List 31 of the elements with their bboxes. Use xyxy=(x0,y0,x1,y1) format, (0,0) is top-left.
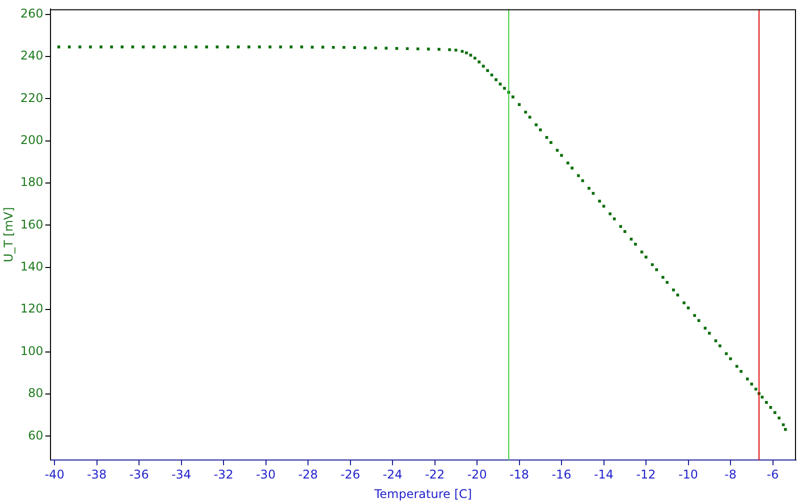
y-tick-label: 60 xyxy=(28,428,44,442)
y-tick-label: 260 xyxy=(20,6,44,20)
x-tick-label: -12 xyxy=(636,468,656,482)
y-tick-label: 180 xyxy=(20,175,44,190)
y-tick-label: 100 xyxy=(20,344,44,358)
y-tick-label: 220 xyxy=(20,90,44,105)
x-axis-title: Temperature [C] xyxy=(373,486,472,501)
y-tick-label: 80 xyxy=(28,386,44,400)
y-tick-label: 140 xyxy=(20,260,44,274)
x-tick-label: -28 xyxy=(298,468,318,482)
x-tick-label: -34 xyxy=(171,468,192,482)
x-tick-label: -20 xyxy=(467,468,487,482)
x-tick-label: -32 xyxy=(214,468,234,482)
x-tick-label: -30 xyxy=(256,468,276,482)
x-tick-label: -36 xyxy=(129,468,149,482)
x-tick-label: -40 xyxy=(44,468,64,482)
y-axis-title: U_T [mV] xyxy=(1,207,16,262)
x-tick-label: -38 xyxy=(86,468,107,482)
x-tick-label: -10 xyxy=(678,468,698,482)
x-tick-label: -26 xyxy=(340,468,360,482)
y-tick-label: 120 xyxy=(20,302,44,316)
x-tick-label: -24 xyxy=(382,468,402,482)
y-tick-label: 200 xyxy=(20,132,44,147)
y-tick-label: 160 xyxy=(20,217,44,232)
x-tick-label: -14 xyxy=(594,468,614,482)
x-tick-label: -22 xyxy=(424,468,445,482)
x-tick-label: -6 xyxy=(766,468,779,482)
x-tick-label: -8 xyxy=(724,468,736,482)
x-tick-label: -18 xyxy=(509,468,530,482)
y-tick-label: 240 xyxy=(20,48,44,63)
x-tick-label: -16 xyxy=(552,468,572,482)
